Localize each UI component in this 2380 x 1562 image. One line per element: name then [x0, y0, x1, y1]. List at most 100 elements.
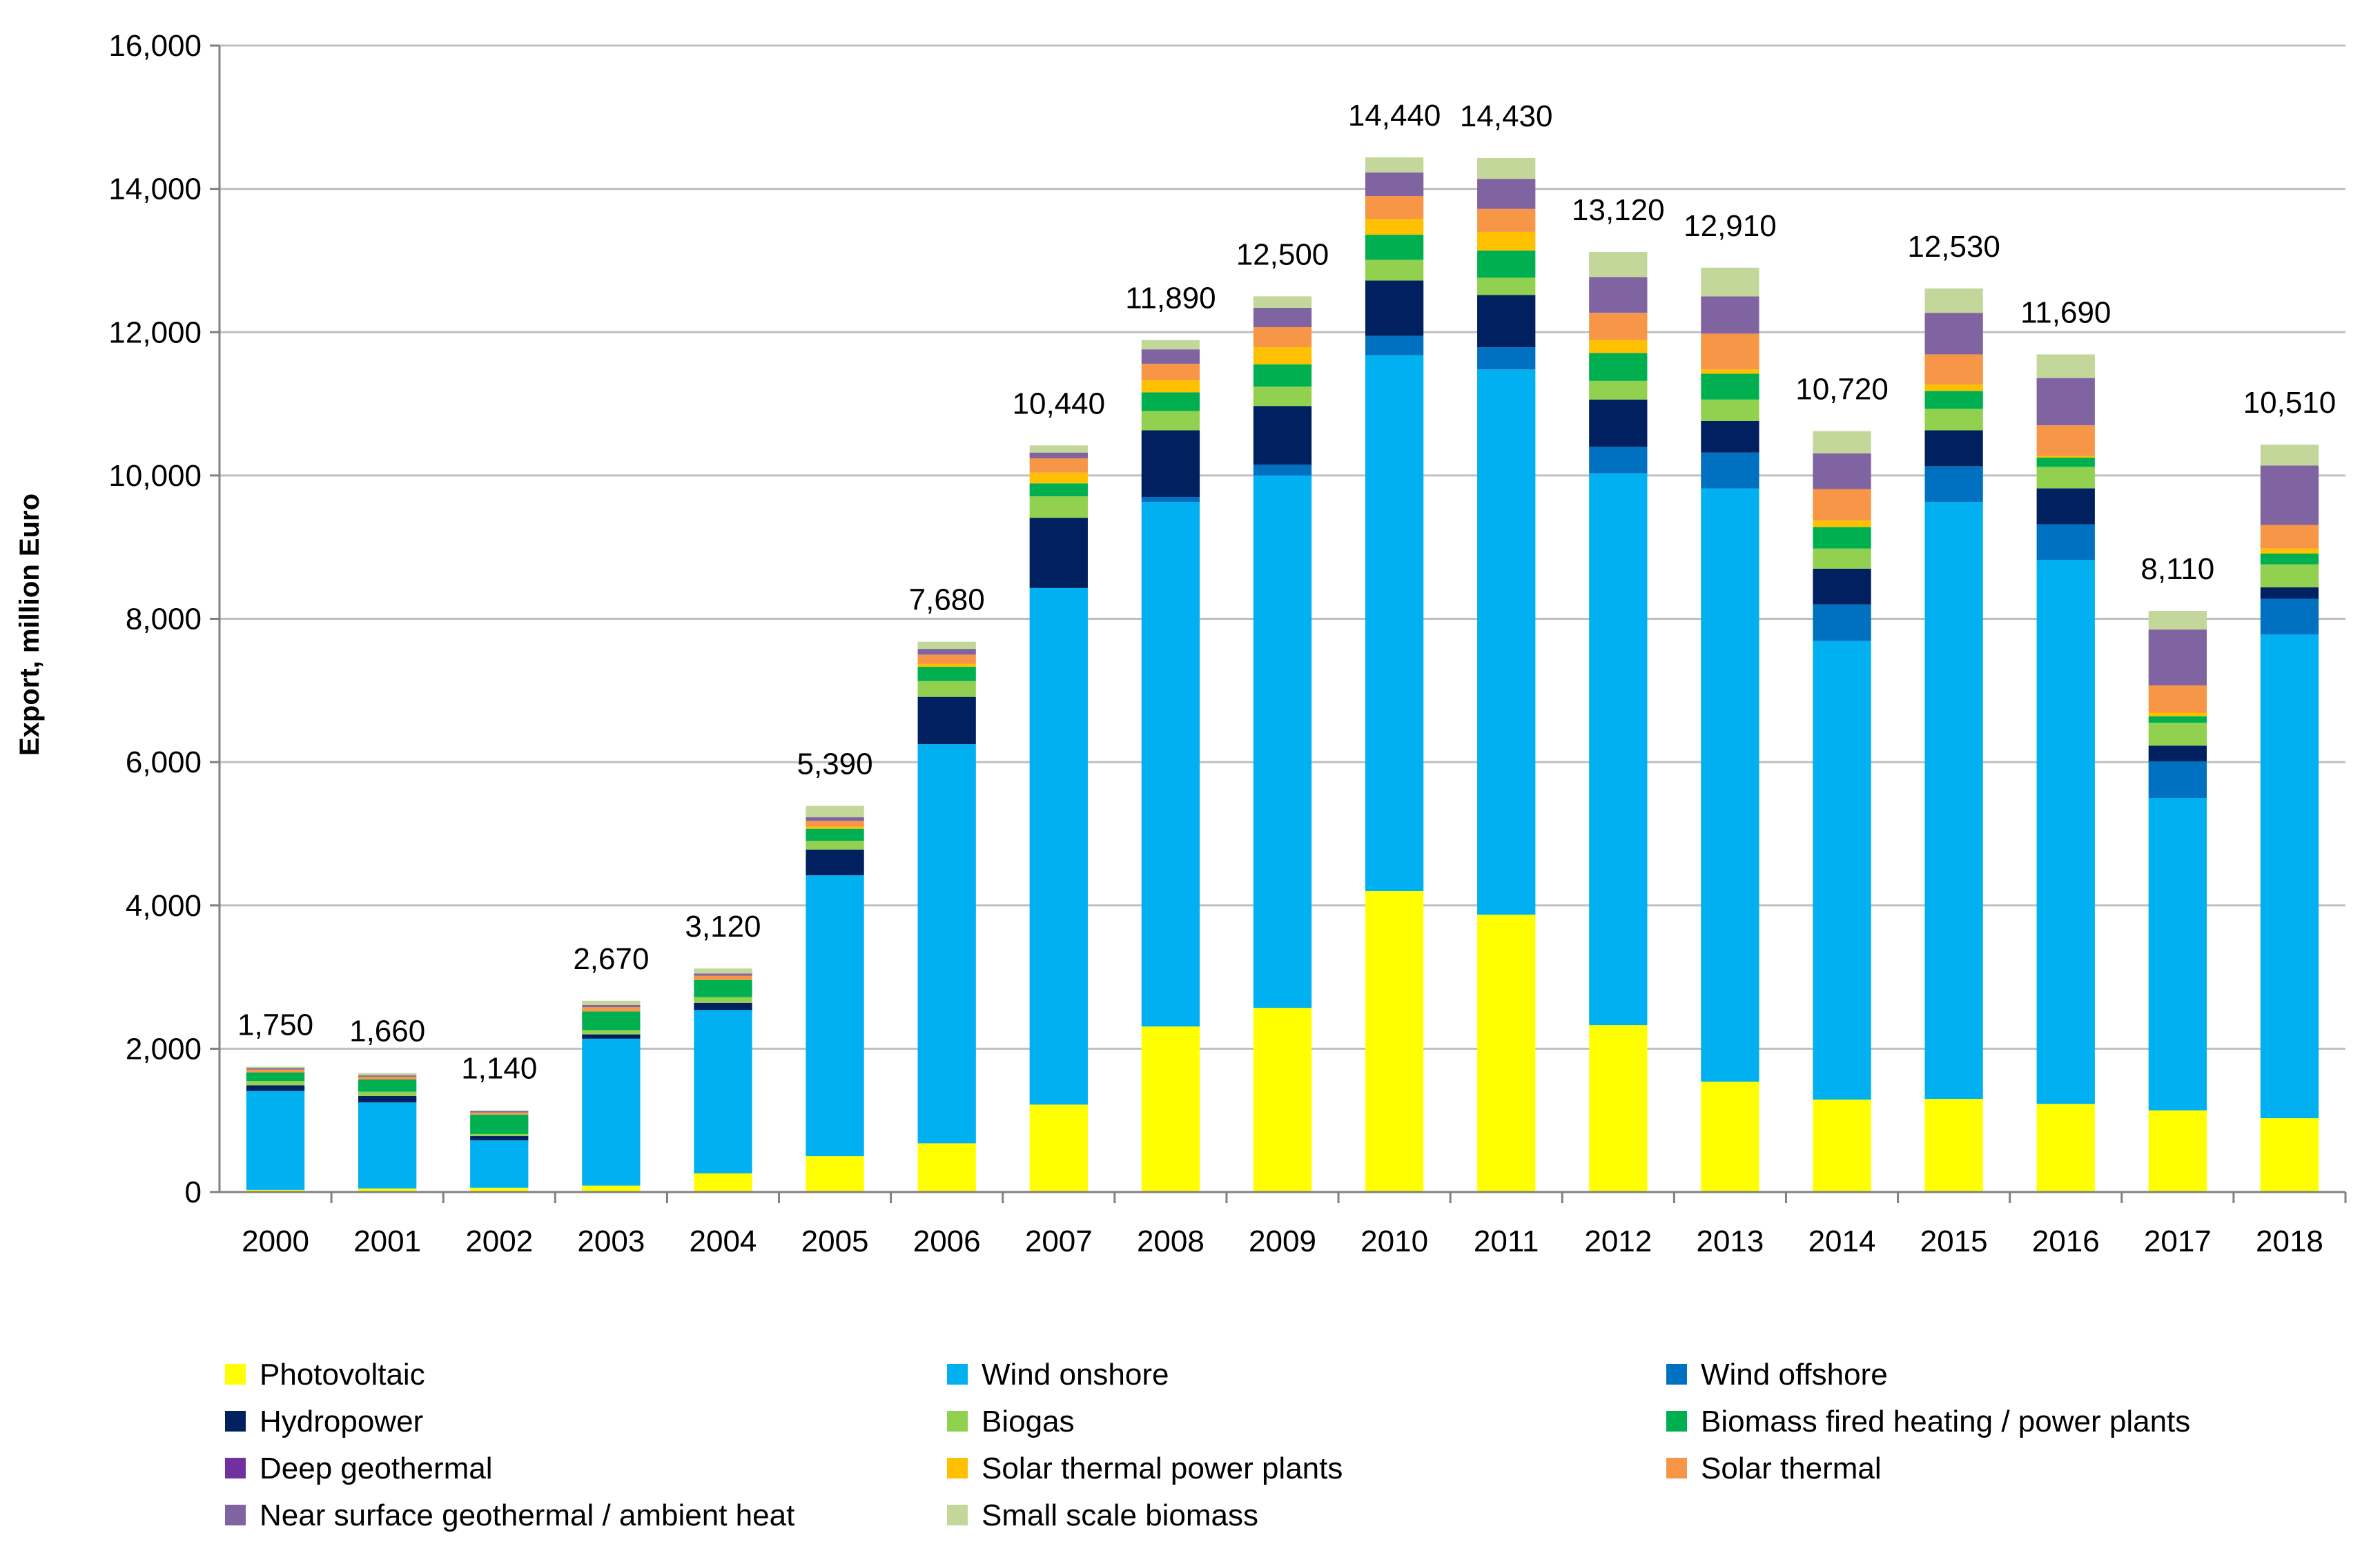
bar-solar-thermal-power-plants-2006 [917, 663, 976, 667]
bar-solar-thermal-power-plants-2013 [1701, 369, 1759, 374]
bar-wind-onshore-2007 [1029, 587, 1088, 1105]
y-tick-label: 16,000 [108, 29, 202, 63]
bar-photovoltaic-2013 [1701, 1082, 1759, 1192]
legend-label-biomass-fired-heating-power-plants: Biomass fired heating / power plants [1701, 1405, 2190, 1438]
bar-solar-thermal-power-plants-2010 [1365, 219, 1424, 235]
bar-biogas-2005 [806, 841, 864, 850]
x-tick-label: 2004 [690, 1224, 757, 1258]
bar-photovoltaic-2017 [2148, 1110, 2207, 1192]
bar-hydropower-2017 [2148, 745, 2207, 762]
bar-small-scale-biomass-2000 [246, 1066, 305, 1068]
legend-label-near-surface-geothermal-ambient-heat: Near surface geothermal / ambient heat [260, 1498, 794, 1532]
bar-biogas-2008 [1141, 411, 1200, 431]
bar-wind-offshore-2012 [1589, 447, 1648, 474]
bar-wind-offshore-2009 [1253, 465, 1312, 476]
bar-near-surface-geothermal-ambient-heat-2001 [358, 1075, 417, 1077]
bar-solar-thermal-power-plants-2009 [1253, 347, 1312, 364]
bar-photovoltaic-2008 [1141, 1026, 1200, 1192]
bar-hydropower-2005 [806, 849, 864, 876]
bar-hydropower-2006 [917, 696, 976, 745]
bar-solar-thermal-2003 [582, 1007, 641, 1012]
bar-wind-onshore-2008 [1141, 502, 1200, 1027]
bar-photovoltaic-2010 [1365, 890, 1424, 1192]
x-tick-label: 2005 [801, 1224, 869, 1258]
bar-wind-offshore-2014 [1813, 604, 1871, 641]
legend-swatch-wind-onshore [947, 1364, 968, 1385]
bar-wind-onshore-2012 [1589, 473, 1648, 1026]
bar-wind-onshore-2004 [694, 1010, 752, 1174]
bar-photovoltaic-2005 [806, 1156, 864, 1192]
bar-wind-offshore-2016 [2036, 524, 2095, 560]
bar-photovoltaic-2006 [917, 1143, 976, 1192]
bar-photovoltaic-2012 [1589, 1025, 1648, 1192]
bar-biogas-2007 [1029, 496, 1088, 518]
y-tick-label: 14,000 [108, 173, 202, 206]
bar-solar-thermal-power-plants-2017 [2148, 712, 2207, 716]
bar-solar-thermal-2018 [2260, 525, 2319, 549]
bar-hydropower-2001 [358, 1095, 417, 1103]
bar-near-surface-geothermal-ambient-heat-2004 [694, 973, 752, 976]
total-label-2003: 2,670 [573, 942, 649, 976]
bar-near-surface-geothermal-ambient-heat-2000 [246, 1068, 305, 1070]
bar-biogas-2016 [2036, 467, 2095, 489]
bar-wind-onshore-2005 [806, 875, 864, 1157]
bar-solar-thermal-2005 [806, 821, 864, 827]
bar-solar-thermal-2016 [2036, 425, 2095, 456]
bar-near-surface-geothermal-ambient-heat-2017 [2148, 629, 2207, 686]
x-tick-label: 2010 [1360, 1224, 1428, 1258]
legend-label-hydropower: Hydropower [260, 1405, 423, 1438]
bar-near-surface-geothermal-ambient-heat-2002 [470, 1111, 529, 1113]
bar-solar-thermal-2008 [1141, 363, 1200, 380]
y-tick-label: 4,000 [126, 889, 202, 923]
legend-swatch-small-scale-biomass [947, 1505, 968, 1525]
total-label-2014: 10,720 [1795, 373, 1889, 407]
x-tick-label: 2008 [1137, 1224, 1204, 1258]
x-tick-label: 2007 [1025, 1224, 1093, 1258]
bar-hydropower-2014 [1813, 568, 1871, 605]
bar-wind-onshore-2006 [917, 744, 976, 1144]
legend-label-small-scale-biomass: Small scale biomass [982, 1498, 1258, 1532]
legend-label-solar-thermal: Solar thermal [1701, 1452, 1882, 1485]
bar-photovoltaic-2015 [1924, 1099, 1983, 1192]
bar-biomass-fired-heating-power-plants-2016 [2036, 457, 2095, 467]
bar-wind-offshore-2015 [1924, 466, 1983, 502]
bar-photovoltaic-2002 [470, 1187, 529, 1192]
legend-swatch-near-surface-geothermal-ambient-heat [225, 1505, 246, 1525]
bar-solar-thermal-power-plants-2015 [1924, 384, 1983, 391]
bar-hydropower-2011 [1477, 295, 1536, 348]
bar-near-surface-geothermal-ambient-heat-2016 [2036, 378, 2095, 426]
bar-biogas-2006 [917, 681, 976, 697]
total-label-2017: 8,110 [2140, 552, 2214, 586]
bar-wind-offshore-2010 [1365, 335, 1424, 355]
bar-small-scale-biomass-2004 [694, 968, 752, 974]
bar-photovoltaic-2001 [358, 1188, 417, 1192]
bar-near-surface-geothermal-ambient-heat-2011 [1477, 179, 1536, 209]
bar-solar-thermal-2015 [1924, 354, 1983, 385]
bar-biomass-fired-heating-power-plants-2017 [2148, 716, 2207, 723]
legend-label-solar-thermal-power-plants: Solar thermal power plants [982, 1452, 1343, 1485]
bar-solar-thermal-2012 [1589, 313, 1648, 340]
bar-biogas-2018 [2260, 564, 2319, 587]
bar-wind-onshore-2015 [1924, 502, 1983, 1100]
x-tick-label: 2013 [1696, 1224, 1764, 1258]
bar-solar-thermal-2002 [470, 1112, 529, 1115]
bar-wind-offshore-2017 [2148, 761, 2207, 799]
bar-wind-onshore-2001 [358, 1102, 417, 1189]
bar-hydropower-2000 [246, 1085, 305, 1091]
legend-swatch-solar-thermal [1666, 1458, 1687, 1478]
bar-small-scale-biomass-2017 [2148, 611, 2207, 630]
bar-hydropower-2012 [1589, 399, 1648, 447]
bar-biogas-2011 [1477, 277, 1536, 295]
total-label-2000: 1,750 [237, 1008, 313, 1042]
bar-solar-thermal-2009 [1253, 326, 1312, 348]
bar-biomass-fired-heating-power-plants-2006 [917, 667, 976, 681]
legend-label-wind-onshore: Wind onshore [982, 1358, 1169, 1392]
bar-solar-thermal-power-plants-2011 [1477, 231, 1536, 251]
bar-near-surface-geothermal-ambient-heat-2013 [1701, 296, 1759, 334]
y-tick-label: 12,000 [108, 315, 202, 349]
bar-biogas-2003 [582, 1030, 641, 1035]
bar-biogas-2000 [246, 1081, 305, 1086]
y-tick-label: 0 [185, 1175, 202, 1209]
bar-near-surface-geothermal-ambient-heat-2018 [2260, 465, 2319, 525]
